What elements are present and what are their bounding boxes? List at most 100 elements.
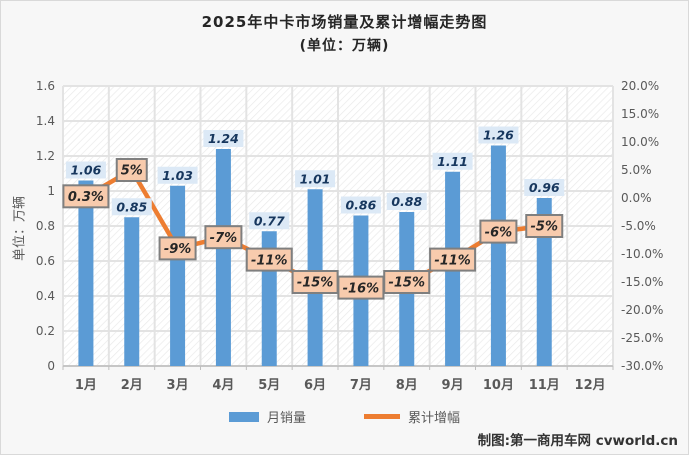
x-axis-category-label: 2月	[121, 378, 143, 393]
right-axis-tick-label: 15.0%	[621, 107, 659, 121]
left-axis-tick-labels: 0 0.2 0.4 0.6 0.8 1 1.2 1.4 1.6	[36, 79, 55, 373]
x-axis-ticks	[62, 366, 614, 370]
right-axis-tick-label: -25.0%	[621, 331, 663, 345]
x-axis-category-label: 7月	[350, 378, 372, 393]
legend-label-monthly-sales: 月销量	[266, 411, 306, 426]
x-axis-category-label: 11月	[529, 378, 560, 393]
legend-item-cumulative-growth: 累计增幅	[364, 407, 460, 426]
line-data-label: 0.3%	[68, 190, 104, 205]
line-data-label-box	[115, 158, 148, 182]
x-axis-category-label: 10月	[483, 378, 514, 393]
bar-data-label-box	[65, 161, 106, 179]
bar	[170, 185, 186, 366]
line-data-label: 5%	[121, 164, 143, 179]
gridlines	[62, 85, 614, 367]
line-data-label-box	[62, 184, 110, 209]
right-axis-tick-label: -15.0%	[621, 275, 663, 289]
line-data-label-box	[245, 247, 293, 272]
line-data-label-box	[525, 214, 564, 238]
bar-data-label: 0.85	[116, 199, 147, 214]
x-axis-category-label: 8月	[396, 378, 418, 393]
legend: 月销量 累计增幅	[1, 407, 688, 426]
bar	[124, 217, 140, 366]
right-axis-tick-label: 0.0%	[621, 191, 652, 205]
left-axis-tick-label: 0.2	[36, 324, 55, 338]
bar-data-label: 1.11	[437, 154, 468, 169]
bar-data-label: 0.96	[529, 180, 560, 195]
line-data-label: -15%	[388, 276, 425, 291]
credit-text: 制图:第一商用车网 cvworld.cn	[477, 433, 678, 449]
right-axis-tick-labels: -30.0% -25.0% -20.0% -15.0% -10.0% -5.0% 0.0% 5…	[621, 79, 663, 373]
bar-data-label-box	[295, 170, 336, 188]
x-axis-category-label: 3月	[167, 378, 189, 393]
y-axis-title: 单位：万辆	[12, 196, 28, 262]
right-axis-tick-label: 5.0%	[621, 163, 652, 177]
bar-data-labels: 1.06 0.85 1.03 1.24 0.77 1.01 0.86 0.88 1.11 1.26…	[65, 126, 565, 230]
line-data-label-box	[479, 219, 518, 244]
line-data-label: -15%	[297, 276, 334, 291]
bar-data-label-box	[249, 212, 290, 230]
bar-data-label: 1.24	[208, 131, 239, 146]
bar	[536, 198, 552, 366]
left-axis-tick-label: 0.4	[36, 289, 55, 303]
line-data-label: -11%	[251, 253, 288, 268]
left-axis-tick-label: 0	[47, 359, 55, 373]
bar-data-label: 1.26	[483, 128, 514, 143]
line-data-labels: 0.3% 5% -9% -7% -11% -15% -16% -15% -11% -6% -5%	[62, 158, 564, 300]
line-data-label: -7%	[210, 231, 237, 246]
line-data-label: -6%	[485, 225, 512, 240]
right-axis-tick-label: -10.0%	[621, 247, 663, 261]
bar-data-label: 1.06	[70, 163, 101, 178]
bar-data-label-box	[111, 198, 152, 216]
x-axis-category-label: 9月	[442, 378, 464, 393]
line-data-label: -16%	[343, 281, 380, 296]
bar-data-label-box	[432, 152, 473, 170]
line-data-label-box	[204, 225, 243, 250]
chart-subtitle: (单位：万辆)	[299, 38, 390, 54]
bar-data-label: 0.86	[345, 198, 376, 213]
x-axis-category-labels: 1月 2月 3月 4月 5月 6月 7月 8月 9月 10月 11月 12月	[75, 378, 606, 393]
line-data-label-box	[429, 247, 477, 272]
bar-data-label-box	[203, 130, 244, 147]
left-axis-tick-label: 0.6	[36, 254, 55, 268]
line-data-label: -9%	[164, 242, 191, 257]
line-data-label: -5%	[531, 220, 558, 235]
x-axis-category-label: 4月	[212, 378, 234, 393]
right-axis-tick-label: 10.0%	[621, 135, 659, 149]
bar-data-label-box	[478, 126, 519, 144]
bar-data-label: 1.01	[300, 171, 331, 186]
left-axis-tick-label: 1.4	[36, 114, 55, 128]
x-axis-category-label: 12月	[575, 378, 606, 393]
bar-data-label: 0.77	[254, 213, 285, 228]
x-axis-category-label: 6月	[304, 378, 326, 393]
left-axis-tick-label: 0.8	[36, 219, 55, 233]
x-axis-category-label: 5月	[258, 378, 280, 393]
right-axis-tick-label: -5.0%	[621, 219, 656, 233]
legend-item-monthly-sales: 月销量	[228, 407, 306, 426]
bar-data-label: 1.03	[162, 168, 193, 183]
line-data-label-box	[383, 270, 431, 294]
chart-title: 2025年中卡市场销量及累计增幅走势图	[201, 13, 488, 31]
right-axis-tick-label: -20.0%	[621, 303, 663, 317]
line-data-label: -11%	[434, 253, 471, 268]
bar-data-label-box	[157, 166, 198, 184]
legend-label-cumulative-growth: 累计增幅	[408, 411, 461, 426]
bar-data-label-box	[524, 179, 565, 196]
left-axis-tick-label: 1.2	[36, 149, 55, 163]
left-axis-tick-label: 1.6	[36, 79, 55, 93]
x-axis-category-label: 1月	[75, 378, 97, 393]
bar	[490, 145, 506, 366]
left-axis-tick-label: 1	[47, 184, 55, 198]
bar-data-label-box	[340, 196, 381, 214]
bar	[78, 180, 94, 366]
bar-data-label: 0.88	[391, 194, 422, 209]
right-axis-tick-label: -30.0%	[621, 359, 663, 373]
bar-series-swatch-icon	[228, 411, 259, 422]
bar	[215, 149, 231, 366]
line-series-swatch-icon	[364, 414, 400, 419]
bar-data-label-box	[386, 193, 427, 210]
right-axis-tick-label: 20.0%	[621, 79, 659, 93]
